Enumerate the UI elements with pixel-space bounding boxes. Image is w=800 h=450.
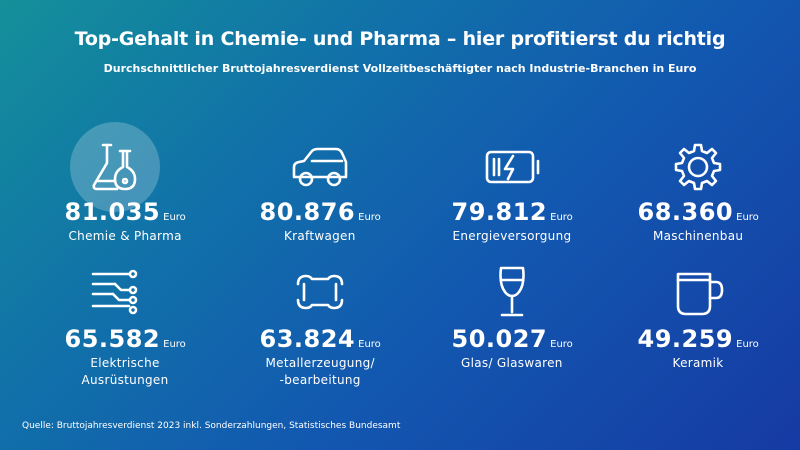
salary-value-line: 79.812 Euro xyxy=(452,198,573,226)
salary-tile: 79.812 Euro Energieversorgung xyxy=(412,128,612,248)
salary-unit: Euro xyxy=(163,212,186,223)
salary-value-line: 68.360 Euro xyxy=(638,198,759,226)
industry-label-line: Glas/ Glaswaren xyxy=(461,356,563,370)
salary-value: 79.812 xyxy=(451,198,548,226)
industry-label-line: Metallerzeugung/ xyxy=(265,356,375,370)
industry-label-line: Energieversorgung xyxy=(452,229,572,243)
industry-label: Maschinenbau xyxy=(653,228,743,245)
salary-tile: 65.582 Euro Elektrische Ausrüstungen xyxy=(25,255,225,387)
salary-tile: 80.876 Euro Kraftwagen xyxy=(220,128,420,248)
industry-label-line: Chemie & Pharma xyxy=(68,229,182,243)
industry-label-line: Ausrüstungen xyxy=(81,373,169,387)
chart-subtitle: Durchschnittlicher Bruttojahresverdienst… xyxy=(103,62,697,75)
mug-icon xyxy=(653,247,743,337)
industry-label-line: Elektrische xyxy=(90,356,160,370)
salary-tile: 50.027 Euro Glas/ Glaswaren xyxy=(412,255,612,375)
salary-unit: Euro xyxy=(736,212,759,223)
battery-icon xyxy=(467,122,557,212)
industry-label: Energieversorgung xyxy=(453,228,572,245)
salary-tile: 63.824 Euro Metallerzeugung/ -bearbeitung xyxy=(220,255,420,387)
industry-label-line: Kraftwagen xyxy=(284,229,356,243)
salary-unit: Euro xyxy=(358,212,381,223)
salary-value-line: 80.876 Euro xyxy=(260,198,381,226)
salary-value: 49.259 xyxy=(637,325,734,353)
salary-value-line: 50.027 Euro xyxy=(452,325,573,353)
industry-label: Kraftwagen xyxy=(284,228,356,245)
industry-label: Metallerzeugung/ -bearbeitung xyxy=(266,355,375,389)
salary-tile: 81.035 Euro Chemie & Pharma xyxy=(25,122,225,248)
salary-unit: Euro xyxy=(736,339,759,350)
industry-label-line: -bearbeitung xyxy=(279,373,361,387)
salary-value: 81.035 xyxy=(64,198,161,226)
salary-value-line: 63.824 Euro xyxy=(260,325,381,353)
industry-label: Chemie & Pharma xyxy=(69,228,182,245)
wrench-icon xyxy=(275,247,365,337)
salary-value: 68.360 xyxy=(637,198,734,226)
salary-value-line: 81.035 Euro xyxy=(65,198,186,226)
chart-title: Top-Gehalt in Chemie- und Pharma – hier … xyxy=(74,28,726,50)
salary-unit: Euro xyxy=(550,212,573,223)
salary-value: 63.824 xyxy=(259,325,356,353)
salary-tile: 49.259 Euro Keramik xyxy=(598,255,798,375)
industry-label-line: Keramik xyxy=(672,356,724,370)
salary-value-line: 49.259 Euro xyxy=(638,325,759,353)
industry-label: Keramik xyxy=(673,355,724,372)
gear-icon xyxy=(653,122,743,212)
wine-glass-icon xyxy=(467,247,557,337)
salary-value: 50.027 xyxy=(451,325,548,353)
industry-label-line: Maschinenbau xyxy=(653,229,744,243)
salary-unit: Euro xyxy=(358,339,381,350)
source-note: Quelle: Bruttojahresverdienst 2023 inkl.… xyxy=(22,421,401,431)
salary-value: 80.876 xyxy=(259,198,356,226)
salary-unit: Euro xyxy=(550,339,573,350)
salary-value: 65.582 xyxy=(64,325,161,353)
industry-label: Glas/ Glaswaren xyxy=(461,355,563,372)
industry-label: Elektrische Ausrüstungen xyxy=(82,355,169,389)
salary-value-line: 65.582 Euro xyxy=(65,325,186,353)
car-icon xyxy=(275,122,365,212)
salary-unit: Euro xyxy=(163,339,186,350)
salary-tile: 68.360 Euro Maschinenbau xyxy=(598,128,798,248)
flask-icon xyxy=(70,122,160,212)
circuit-icon xyxy=(70,247,160,337)
